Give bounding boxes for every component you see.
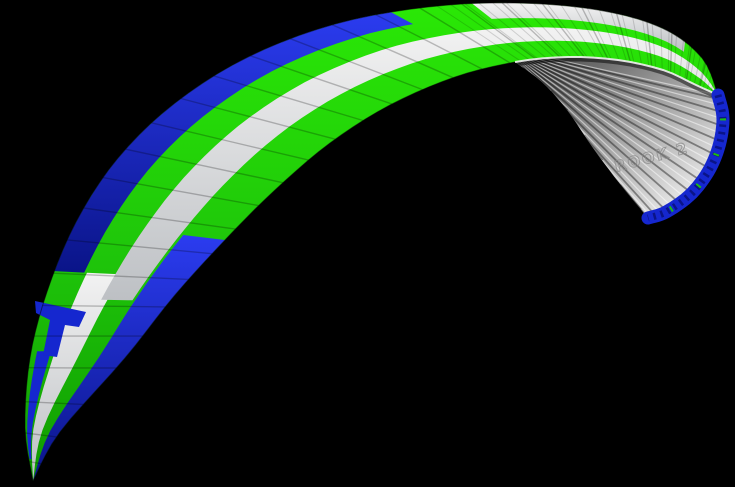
rib-line-fine bbox=[450, 4, 530, 61]
rib-line-fine bbox=[651, 23, 657, 68]
rib-line-fine bbox=[436, 5, 521, 62]
blue-leading-band-tip bbox=[33, 235, 225, 481]
rib-line bbox=[541, 3, 585, 58]
under-surface-rib-line bbox=[524, 57, 723, 161]
under-surface-rib-line bbox=[522, 61, 700, 200]
rib-line bbox=[25, 432, 57, 438]
rib-line bbox=[53, 272, 189, 281]
under-surface-rib-line bbox=[525, 57, 723, 123]
wing-base-green bbox=[25, 2, 718, 482]
rib-line-fine bbox=[642, 20, 650, 67]
rib-line bbox=[615, 13, 632, 63]
rib-line-fine bbox=[679, 40, 684, 77]
under-surface-rib-line bbox=[521, 62, 694, 205]
rib-line bbox=[581, 7, 609, 60]
rib-line-fine bbox=[547, 4, 588, 58]
rib-line bbox=[250, 55, 393, 105]
rib-line bbox=[332, 24, 454, 79]
rib-line-fine bbox=[599, 10, 620, 61]
rib-line-fine bbox=[610, 12, 628, 62]
under-surface-rib-line bbox=[525, 57, 723, 109]
under-surface-rib-line bbox=[525, 57, 723, 116]
rib-line bbox=[180, 97, 336, 140]
rib-line bbox=[42, 304, 166, 308]
rib-line-fine bbox=[464, 3, 539, 60]
rib-line-fine bbox=[684, 45, 691, 80]
under-surface-rib-line bbox=[524, 59, 719, 175]
rib-line-fine bbox=[673, 35, 677, 75]
under-surface-rib-line bbox=[522, 61, 706, 194]
rib-line bbox=[289, 38, 423, 91]
rib-line bbox=[151, 122, 309, 161]
rib-line-fine bbox=[660, 27, 663, 70]
rib-line-fine bbox=[492, 2, 555, 58]
blue-trailing-band bbox=[54, 12, 414, 273]
rib-line bbox=[29, 461, 42, 465]
rib-line bbox=[699, 62, 707, 87]
under-surface bbox=[515, 57, 723, 218]
white-band-main bbox=[101, 27, 719, 301]
rib-line-fine bbox=[621, 14, 635, 63]
rib-line bbox=[646, 21, 653, 67]
rib-line bbox=[213, 75, 364, 122]
rib-line bbox=[685, 46, 693, 81]
cell-openings bbox=[647, 94, 727, 222]
under-surface-rib-line bbox=[525, 57, 723, 131]
rib-line bbox=[83, 207, 236, 230]
rib-line-fine bbox=[632, 17, 643, 65]
cell-ribs bbox=[25, 2, 717, 465]
rib-line-fine bbox=[689, 50, 696, 82]
under-surface-rib-line bbox=[524, 58, 722, 168]
rib-line-fine bbox=[586, 8, 612, 60]
under-surface-rib-line bbox=[521, 62, 688, 211]
rib-line bbox=[102, 176, 259, 207]
rib-line bbox=[501, 2, 561, 58]
wing-top-surface bbox=[24, 2, 719, 483]
white-trailing-band bbox=[472, 2, 685, 52]
under-surface-rib-line bbox=[523, 60, 711, 188]
rib-line bbox=[375, 14, 483, 70]
rib-line-fine bbox=[693, 55, 701, 85]
rib-line-fine bbox=[710, 81, 715, 92]
rib-line bbox=[419, 7, 511, 64]
rib-line-fine bbox=[702, 67, 709, 89]
under-surface-rib-line bbox=[525, 57, 723, 153]
rib-line bbox=[125, 148, 284, 184]
rib-line bbox=[669, 33, 673, 73]
rim-highlight-sliver bbox=[514, 56, 719, 96]
under-surface-rib-line bbox=[523, 60, 715, 181]
rib-line-fine bbox=[698, 61, 706, 87]
rib-line-fine bbox=[519, 2, 572, 58]
wingtip-under-surface: ROOK 2 bbox=[514, 56, 723, 218]
rib-line-fine bbox=[560, 5, 596, 58]
leading-edge-rim bbox=[641, 88, 730, 225]
rib-line-fine bbox=[533, 3, 580, 58]
rib-line-fine bbox=[478, 2, 547, 59]
under-surface-rib-line bbox=[525, 57, 723, 138]
rib-line-fine bbox=[667, 31, 670, 72]
rib-line-fine bbox=[706, 74, 712, 91]
rib-line bbox=[461, 3, 537, 60]
rib-line bbox=[25, 401, 84, 406]
seven-logo-shape bbox=[35, 301, 86, 357]
blue-trailing-sliver-tip bbox=[27, 351, 51, 460]
rib-line-fine bbox=[574, 6, 604, 59]
rib-line bbox=[67, 239, 213, 255]
under-surface-rib-line bbox=[525, 57, 723, 146]
rib-line-fine bbox=[506, 2, 564, 58]
